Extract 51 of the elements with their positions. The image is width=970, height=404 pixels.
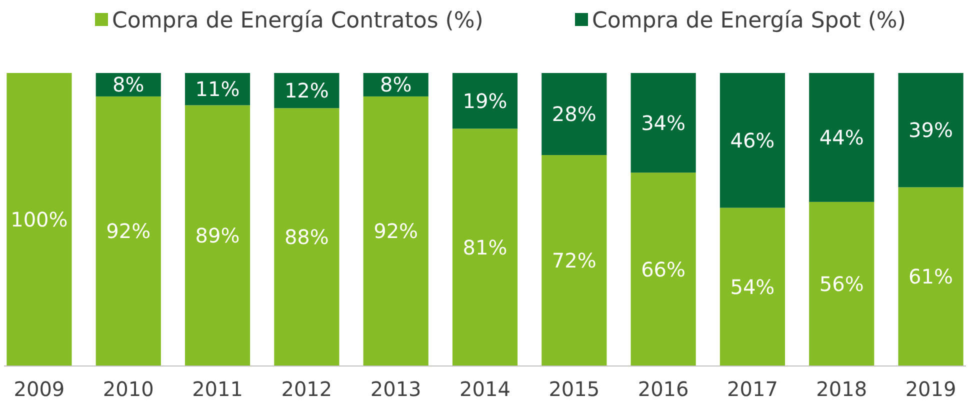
x-tick-label: 2011 (192, 377, 243, 401)
x-tick-label: 2010 (102, 377, 154, 401)
data-label: 12% (284, 78, 329, 103)
data-label: 72% (552, 248, 596, 273)
bar (274, 108, 340, 366)
data-label: 11% (195, 77, 240, 102)
bar (184, 105, 250, 366)
bar (898, 73, 964, 188)
legend-label: Compra de Energía Spot (%) (592, 8, 906, 34)
data-label: 81% (462, 235, 508, 260)
data-label: 19% (462, 88, 508, 113)
data-label: 8% (112, 72, 144, 97)
data-label: 66% (641, 257, 686, 282)
x-tick-label: 2016 (638, 377, 689, 401)
x-tick-label: 2018 (816, 377, 868, 401)
bar (809, 202, 874, 366)
bar (720, 208, 786, 366)
bar (720, 73, 786, 208)
bar (6, 73, 72, 366)
x-tick-label: 2019 (905, 377, 956, 401)
data-label: 54% (730, 274, 775, 299)
bar (542, 155, 607, 366)
data-label: 92% (374, 219, 418, 244)
data-label: 61% (908, 264, 954, 289)
data-label: 100% (10, 208, 68, 232)
data-label: 28% (552, 102, 596, 126)
x-tick-label: 2015 (548, 377, 600, 401)
data-label: 8% (380, 72, 412, 97)
x-tick-label: 2009 (14, 377, 65, 401)
data-label: 46% (730, 128, 775, 152)
bar (809, 73, 874, 202)
bar (542, 73, 607, 156)
data-label: 39% (908, 118, 954, 142)
data-label: 34% (641, 110, 686, 135)
legend-label: Compra de Energía Contratos (%) (112, 8, 484, 34)
x-tick-label: 2017 (727, 377, 778, 401)
bar (630, 172, 696, 366)
bar (452, 73, 518, 129)
bar (363, 96, 428, 366)
bar (630, 73, 696, 173)
data-label: 44% (819, 125, 864, 150)
bar (452, 128, 518, 366)
data-label: 56% (819, 272, 864, 296)
x-tick-label: 2014 (460, 377, 510, 401)
x-tick-label: 2013 (370, 377, 422, 401)
data-label: 92% (106, 219, 151, 244)
x-tick-label: 2012 (281, 377, 332, 401)
bar (96, 96, 161, 366)
bar (898, 187, 964, 366)
data-label: 88% (284, 225, 329, 250)
data-label: 89% (195, 224, 240, 248)
